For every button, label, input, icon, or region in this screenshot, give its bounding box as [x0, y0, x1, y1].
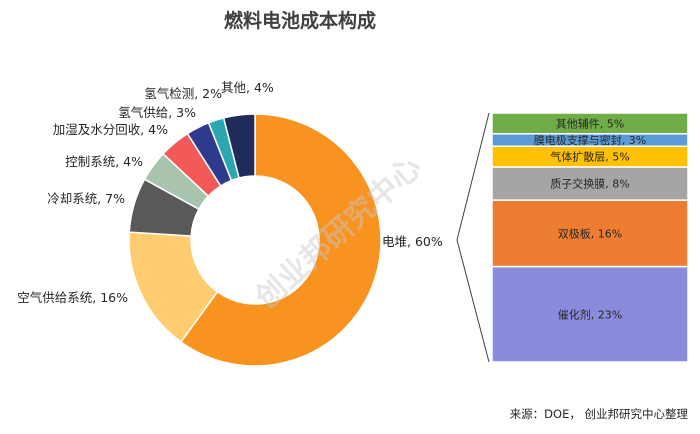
- stack-label-6: 其他辅件, 5%: [556, 116, 624, 130]
- stack-segment-1: [491, 265, 689, 363]
- stack-label-5: 膜电极支撑与密封, 3%: [534, 133, 646, 147]
- donut-label-8: 其他, 4%: [221, 80, 274, 95]
- breakdown-connector: [456, 112, 490, 363]
- stack-label-2: 双极板, 16%: [558, 226, 622, 240]
- stack-label-3: 质子交换膜, 8%: [550, 177, 629, 191]
- donut-chart: [128, 113, 382, 367]
- donut-label-2: 空气供给系统, 16%: [17, 290, 128, 305]
- donut-label-3: 冷却系统, 7%: [47, 191, 125, 206]
- connector-lower-line: [456, 239, 490, 363]
- chart-title: 燃料电池成本构成: [224, 9, 376, 32]
- donut-label-4: 控制系统, 4%: [65, 154, 143, 169]
- donut-label-6: 氢气供给, 3%: [118, 105, 196, 120]
- donut-label-7: 氢气检测, 2%: [144, 86, 222, 101]
- stack-segment-3: [491, 166, 689, 201]
- stack-segment-6: [491, 112, 689, 135]
- stack-label-4: 气体扩散层, 5%: [550, 150, 629, 164]
- source-note: 来源：DOE， 创业邦研究中心整理: [510, 407, 689, 421]
- donut-label-1: 电堆, 60%: [382, 234, 443, 249]
- donut-label-5: 加湿及水分回收, 4%: [53, 122, 168, 137]
- stack-bar-chart: 催化剂, 23% 双极板, 16% 质子交换膜, 8% 气体扩散层, 5% 膜电极支撑与…: [491, 112, 689, 363]
- stack-label-1: 催化剂, 23%: [558, 307, 622, 321]
- donut-labels: 电堆, 60% 空气供给系统, 16% 冷却系统, 7% 控制系统, 4% 加湿及水分回…: [17, 80, 443, 305]
- donut-slice-1: [179, 113, 382, 367]
- donut-slice-8: [222, 113, 256, 179]
- stack-segment-2: [491, 199, 689, 268]
- connector-upper-line: [456, 112, 490, 241]
